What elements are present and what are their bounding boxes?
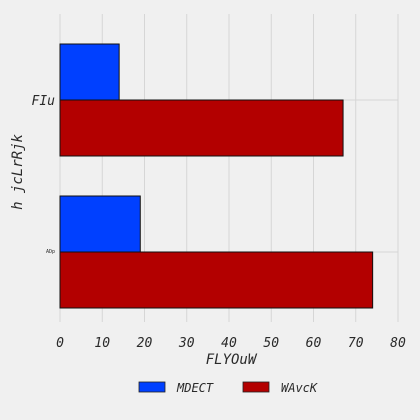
x-tick-label-5: 50 [263, 336, 279, 351]
x-axis-title: FLYOuW [206, 352, 258, 368]
x-tick-label-7: 70 [348, 336, 364, 351]
x-tick-label-8: 80 [390, 336, 406, 351]
bars-layer [59, 43, 374, 309]
bar-MDECT-FIu [59, 43, 120, 101]
x-tick-label-0: 0 [56, 336, 64, 351]
legend-label-series-1: MDECT [176, 381, 214, 395]
ticks-layer: 0 10 20 30 40 50 60 70 80 FIu ADp [32, 94, 406, 351]
y-tick-label-1: ADp [46, 249, 55, 255]
bar-WAvcK-ADp [59, 251, 374, 309]
legend-swatch-series-2 [242, 381, 270, 393]
x-tick-label-6: 60 [306, 336, 322, 351]
legend: MDECT WAvcK [138, 381, 318, 395]
bar-WAvcK-FIu [59, 99, 344, 157]
y-axis-title: h jcLrRjk [10, 134, 26, 210]
x-tick-label-2: 20 [137, 336, 153, 351]
x-tick-label-4: 40 [221, 336, 237, 351]
legend-label-series-2: WAvcK [281, 381, 318, 395]
x-tick-label-3: 30 [178, 336, 195, 351]
x-tick-label-1: 10 [94, 336, 110, 351]
legend-swatch-series-1 [138, 381, 166, 393]
bar-MDECT-ADp [59, 195, 141, 253]
y-tick-label-0: FIu [32, 94, 56, 109]
